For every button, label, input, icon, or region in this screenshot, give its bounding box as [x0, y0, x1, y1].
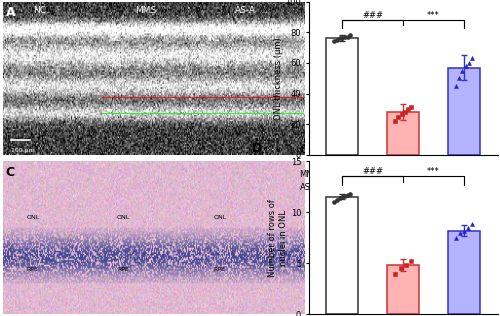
- Text: A: A: [6, 6, 15, 19]
- Text: AS-A: AS-A: [234, 6, 256, 15]
- Text: ***: ***: [427, 11, 440, 20]
- Point: [336, 36, 344, 41]
- Point: [336, 195, 344, 200]
- Point: [338, 36, 346, 41]
- Text: AS-A: AS-A: [300, 183, 319, 191]
- Point: [344, 34, 351, 40]
- Point: [404, 106, 412, 112]
- Text: MMS: MMS: [300, 170, 319, 179]
- Point: [341, 34, 349, 40]
- Bar: [448, 231, 480, 314]
- Point: [330, 199, 338, 204]
- Point: [462, 64, 469, 69]
- Bar: [326, 38, 358, 155]
- Point: [394, 114, 402, 119]
- Bar: [388, 112, 419, 155]
- Text: ONL: ONL: [117, 215, 130, 220]
- Text: INL: INL: [108, 34, 120, 44]
- Point: [456, 76, 464, 81]
- Text: ONL: ONL: [208, 59, 224, 68]
- Point: [407, 259, 415, 264]
- Bar: [448, 68, 480, 155]
- Text: MMS: MMS: [135, 6, 156, 15]
- Point: [344, 192, 351, 197]
- Bar: [326, 197, 358, 314]
- Text: +: +: [460, 170, 468, 179]
- Point: [452, 83, 460, 88]
- Text: +: +: [400, 170, 406, 179]
- Text: RPE: RPE: [26, 267, 38, 272]
- Point: [468, 56, 476, 61]
- Y-axis label: Number of rows of
nuclei in ONL: Number of rows of nuclei in ONL: [268, 199, 288, 277]
- Point: [458, 68, 466, 73]
- Point: [346, 191, 354, 196]
- Point: [333, 37, 341, 42]
- Point: [333, 198, 341, 203]
- Y-axis label: ONL thickness (μm): ONL thickness (μm): [274, 37, 282, 120]
- Point: [330, 39, 338, 44]
- Point: [338, 194, 346, 199]
- Text: -: -: [341, 170, 344, 179]
- Text: D: D: [252, 142, 262, 155]
- Text: -: -: [402, 183, 404, 191]
- Point: [341, 193, 349, 198]
- Bar: [388, 265, 419, 314]
- Text: NC: NC: [32, 6, 46, 15]
- Point: [391, 119, 399, 124]
- Point: [465, 60, 473, 65]
- Text: -: -: [341, 183, 344, 191]
- Text: 100 μm: 100 μm: [11, 148, 34, 153]
- Point: [346, 33, 354, 38]
- Text: ***: ***: [427, 167, 440, 176]
- Point: [391, 271, 399, 276]
- Point: [402, 263, 410, 268]
- Point: [398, 111, 406, 116]
- Point: [460, 228, 468, 233]
- Text: ###: ###: [362, 11, 383, 20]
- Text: ONL: ONL: [108, 59, 124, 68]
- Point: [396, 266, 404, 271]
- Text: ###: ###: [362, 167, 383, 176]
- Text: +: +: [460, 183, 468, 191]
- Text: C: C: [6, 166, 15, 179]
- Point: [464, 225, 472, 230]
- Text: RPE: RPE: [117, 267, 129, 272]
- Point: [407, 105, 415, 110]
- Point: [400, 109, 408, 114]
- Text: ONL: ONL: [26, 215, 40, 220]
- Point: [452, 235, 460, 240]
- Text: ONL: ONL: [214, 215, 226, 220]
- Text: INL: INL: [208, 34, 220, 44]
- Text: RPE: RPE: [214, 267, 225, 272]
- Point: [468, 222, 476, 227]
- Point: [456, 230, 464, 235]
